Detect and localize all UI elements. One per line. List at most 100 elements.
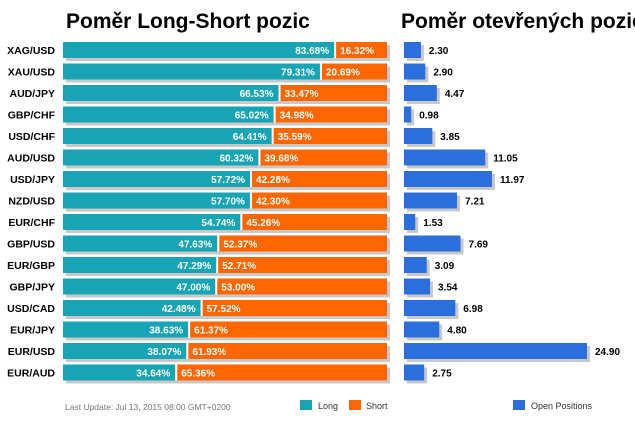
long-short-row: XAG/USD 83.68% 16.32% bbox=[7, 42, 390, 61]
open-positions-bar bbox=[404, 343, 587, 359]
bar-separator bbox=[175, 364, 178, 381]
legend-short-label: Short bbox=[366, 401, 388, 411]
long-value-label: 79.31% bbox=[281, 68, 315, 79]
short-value-label: 33.47% bbox=[285, 89, 319, 100]
long-bar bbox=[63, 278, 216, 295]
short-bar bbox=[216, 257, 387, 273]
long-bar bbox=[63, 171, 251, 187]
short-value-label: 57.52% bbox=[207, 304, 241, 315]
bar-separator bbox=[186, 343, 189, 359]
open-positions-row: 3.09 bbox=[404, 257, 455, 276]
short-bar bbox=[186, 343, 387, 359]
bar-separator bbox=[217, 235, 220, 252]
open-positions-value-label: 3.85 bbox=[440, 132, 460, 143]
open-positions-value-label: 2.75 bbox=[432, 369, 452, 380]
open-positions-bar bbox=[404, 106, 412, 123]
long-short-row: GBP/JPY 47.00% 53.00% bbox=[9, 278, 390, 298]
legend-short: Short bbox=[349, 400, 388, 411]
open-positions-value-label: 11.97 bbox=[500, 175, 525, 186]
open-positions-chart: 2.30 2.90 4.47 0.983.85 11.05 11.97 7.21 1.53 7.… bbox=[404, 42, 620, 384]
bar-separator bbox=[250, 171, 253, 187]
long-value-label: 60.32% bbox=[220, 154, 254, 165]
short-value-label: 61.93% bbox=[192, 347, 226, 358]
category-label: XAU/USD bbox=[8, 67, 56, 79]
short-bar bbox=[175, 364, 387, 381]
long-bar bbox=[63, 364, 176, 381]
open-positions-value-label: 24.90 bbox=[595, 347, 620, 358]
bar-separator bbox=[319, 63, 322, 80]
open-positions-row: 4.47 bbox=[404, 85, 465, 104]
short-value-label: 20.69% bbox=[326, 68, 360, 79]
short-bar bbox=[217, 235, 387, 252]
long-short-row: GBP/USD 47.63% 52.37% bbox=[7, 235, 390, 255]
long-bar bbox=[63, 192, 250, 209]
category-label: EUR/GBP bbox=[7, 260, 55, 272]
open-positions-row: 2.90 bbox=[404, 63, 453, 83]
long-bar bbox=[63, 42, 335, 58]
long-bar bbox=[63, 149, 259, 166]
long-value-label: 57.72% bbox=[211, 175, 245, 186]
long-bar bbox=[63, 128, 272, 144]
bar-separator bbox=[215, 278, 218, 295]
open-positions-value-label: 0.98 bbox=[419, 111, 439, 122]
category-label: EUR/CHF bbox=[8, 217, 55, 229]
long-short-chart: XAG/USD 83.68% 16.32% XAU/USD 79.31% 20.69% AU… bbox=[7, 42, 390, 384]
category-label: USD/CAD bbox=[7, 303, 55, 315]
long-short-row: USD/JPY 57.72% 42.28% bbox=[10, 171, 390, 190]
category-label: EUR/AUD bbox=[7, 368, 55, 380]
open-positions-value-label: 1.53 bbox=[423, 218, 443, 229]
short-bar bbox=[200, 300, 387, 316]
open-positions-bar bbox=[404, 300, 456, 316]
open-positions-chart-title: Poměr otevřených pozic bbox=[401, 10, 635, 33]
open-positions-row: 4.80 bbox=[404, 321, 467, 341]
category-label: EUR/USD bbox=[8, 346, 56, 358]
long-value-label: 38.07% bbox=[147, 347, 181, 358]
long-value-label: 42.48% bbox=[162, 304, 196, 315]
open-positions-bar bbox=[404, 235, 461, 252]
open-positions-row: 1.53 bbox=[404, 214, 443, 233]
long-short-row: GBP/CHF 65.02% 34.98% bbox=[8, 106, 390, 126]
bar-separator bbox=[188, 321, 191, 338]
bar-separator bbox=[200, 300, 203, 316]
long-short-row: USD/CAD 42.48% 57.52% bbox=[7, 300, 390, 319]
long-bar bbox=[63, 214, 241, 230]
open-positions-bar bbox=[404, 171, 492, 187]
open-positions-bar bbox=[404, 257, 427, 273]
open-positions-row: 7.21 bbox=[404, 192, 485, 212]
short-value-label: 39.68% bbox=[264, 154, 298, 165]
open-positions-row: 2.30 bbox=[404, 42, 449, 61]
long-short-row: EUR/JPY 38.63% 61.37% bbox=[10, 321, 390, 341]
long-value-label: 65.02% bbox=[235, 111, 269, 122]
long-value-label: 83.68% bbox=[295, 46, 329, 57]
long-bar bbox=[63, 85, 279, 101]
category-label: AUD/USD bbox=[7, 153, 55, 165]
category-label: NZD/USD bbox=[8, 196, 55, 208]
open-positions-value-label: 7.69 bbox=[469, 240, 489, 251]
open-positions-row: 3.54 bbox=[404, 278, 458, 298]
long-value-label: 66.53% bbox=[240, 89, 274, 100]
long-short-row: USD/CHF 64.41% 35.59% bbox=[8, 128, 390, 147]
long-value-label: 47.00% bbox=[176, 283, 210, 294]
short-bar bbox=[249, 192, 387, 209]
bar-separator bbox=[240, 214, 243, 230]
open-positions-value-label: 2.90 bbox=[433, 68, 453, 79]
short-value-label: 42.30% bbox=[256, 197, 290, 208]
open-positions-bar bbox=[404, 128, 433, 144]
long-short-row: EUR/GBP 47.29% 52.71% bbox=[7, 257, 390, 276]
long-bar bbox=[63, 343, 187, 359]
category-label: USD/JPY bbox=[10, 174, 55, 186]
open-positions-row: 24.90 bbox=[404, 343, 620, 362]
long-value-label: 57.70% bbox=[211, 197, 245, 208]
short-value-label: 65.36% bbox=[181, 369, 215, 380]
open-positions-row: 11.05 bbox=[404, 149, 518, 169]
legend-open-positions-swatch bbox=[513, 400, 525, 410]
short-bar bbox=[188, 321, 387, 338]
legend-long-label: Long bbox=[318, 401, 338, 411]
open-positions-bar bbox=[404, 214, 416, 230]
bar-separator bbox=[271, 128, 274, 144]
bar-separator bbox=[278, 85, 281, 101]
long-bar bbox=[63, 257, 217, 273]
open-positions-bar bbox=[404, 42, 421, 58]
short-value-label: 45.26% bbox=[246, 218, 280, 229]
long-short-row: AUD/JPY 66.53% 33.47% bbox=[9, 85, 390, 104]
